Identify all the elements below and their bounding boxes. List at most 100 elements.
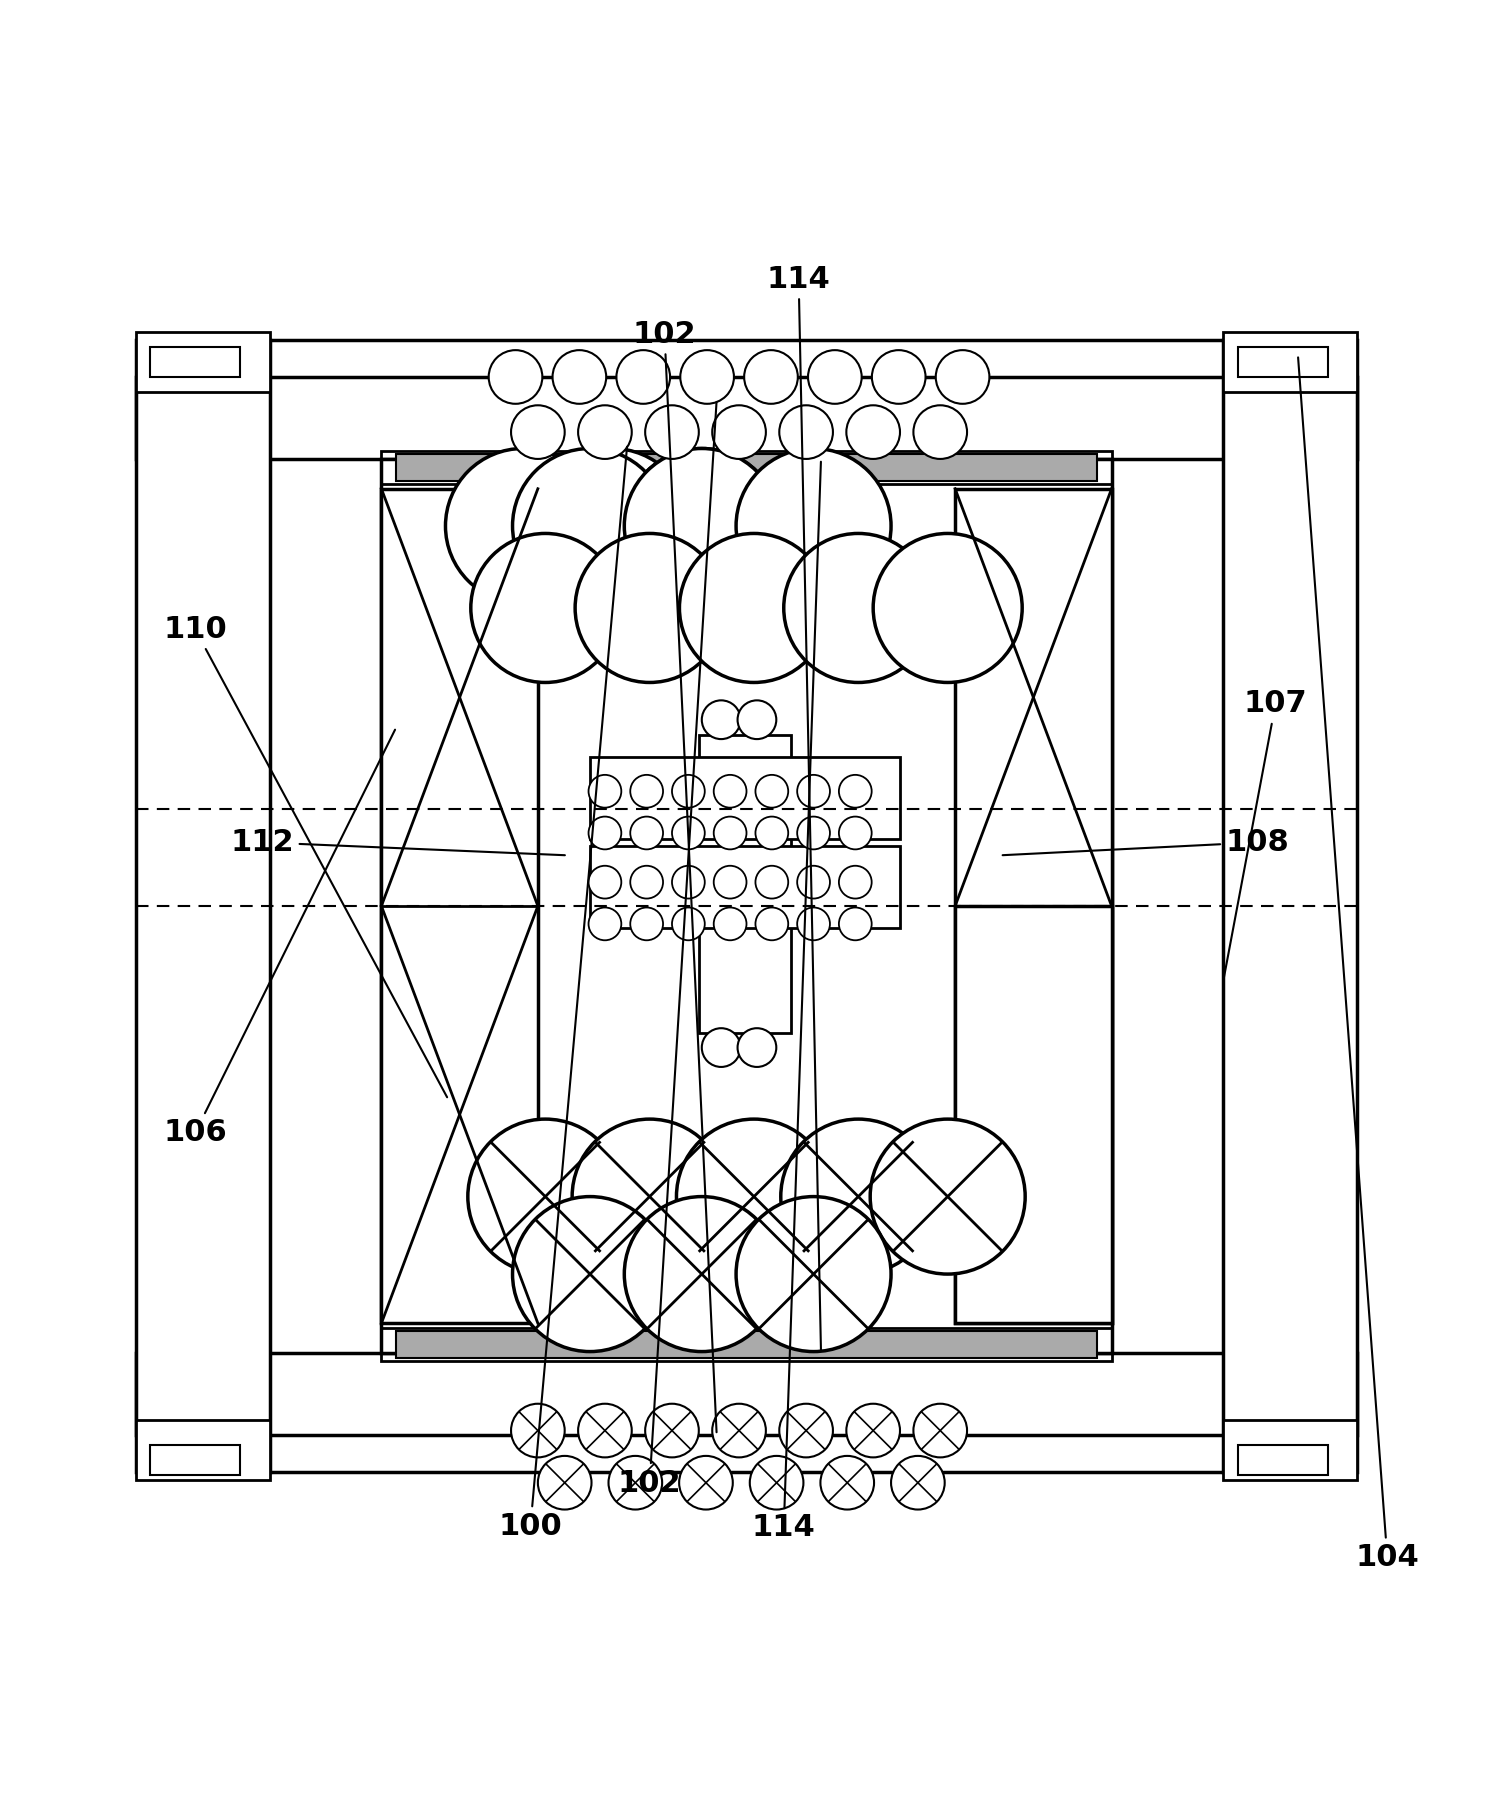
Circle shape — [847, 1404, 900, 1457]
Circle shape — [797, 817, 830, 850]
Circle shape — [712, 1404, 766, 1457]
Circle shape — [755, 817, 788, 850]
Bar — [381, 1328, 1112, 1361]
Bar — [590, 846, 900, 928]
Circle shape — [588, 817, 621, 850]
Bar — [956, 906, 1112, 1323]
Circle shape — [512, 1196, 667, 1352]
Circle shape — [702, 1027, 741, 1067]
Text: 107: 107 — [1224, 689, 1308, 978]
Bar — [1223, 339, 1357, 1473]
Circle shape — [714, 817, 746, 850]
Bar — [196, 339, 1297, 1473]
Bar — [1238, 1446, 1327, 1475]
Bar — [956, 489, 1112, 1323]
Circle shape — [873, 533, 1023, 683]
Circle shape — [779, 406, 833, 458]
Text: 100: 100 — [499, 448, 627, 1540]
Bar — [1223, 332, 1357, 391]
Bar — [151, 348, 240, 377]
Text: 102: 102 — [633, 319, 717, 1431]
Circle shape — [624, 449, 779, 603]
Circle shape — [755, 776, 788, 808]
Circle shape — [672, 817, 705, 850]
Circle shape — [714, 908, 746, 940]
Bar — [381, 489, 537, 1323]
Circle shape — [624, 1196, 779, 1352]
Circle shape — [891, 1455, 945, 1509]
Circle shape — [672, 866, 705, 899]
Circle shape — [914, 1404, 967, 1457]
Circle shape — [672, 776, 705, 808]
Bar — [1223, 1421, 1357, 1480]
Circle shape — [588, 866, 621, 899]
Circle shape — [672, 908, 705, 940]
Circle shape — [537, 1455, 591, 1509]
Circle shape — [914, 406, 967, 458]
Circle shape — [736, 449, 891, 603]
Circle shape — [847, 406, 900, 458]
Circle shape — [779, 1404, 833, 1457]
Circle shape — [470, 533, 620, 683]
Text: 114: 114 — [767, 265, 830, 1350]
Bar — [136, 1354, 1357, 1435]
Circle shape — [712, 406, 766, 458]
Bar — [396, 1330, 1097, 1357]
Bar — [590, 757, 900, 839]
Text: 108: 108 — [1003, 828, 1290, 857]
Circle shape — [512, 449, 667, 603]
Bar — [136, 332, 270, 391]
Text: 114: 114 — [752, 462, 821, 1542]
Bar — [136, 339, 270, 1473]
Circle shape — [839, 817, 872, 850]
Circle shape — [511, 406, 564, 458]
Bar — [381, 451, 1112, 484]
Bar — [136, 1421, 270, 1480]
Text: 104: 104 — [1297, 357, 1420, 1573]
Circle shape — [808, 350, 861, 404]
Circle shape — [936, 350, 990, 404]
Circle shape — [749, 1455, 803, 1509]
Bar — [1238, 348, 1327, 377]
Text: 110: 110 — [163, 614, 446, 1098]
Circle shape — [609, 1455, 663, 1509]
Circle shape — [821, 1455, 873, 1509]
Circle shape — [588, 908, 621, 940]
Circle shape — [578, 406, 632, 458]
Bar — [396, 455, 1097, 482]
Circle shape — [738, 701, 776, 739]
Circle shape — [534, 449, 690, 603]
Circle shape — [784, 533, 933, 683]
Text: 102: 102 — [618, 402, 717, 1499]
Circle shape — [445, 449, 600, 603]
Circle shape — [630, 866, 663, 899]
Circle shape — [781, 1120, 936, 1274]
Circle shape — [630, 908, 663, 940]
Circle shape — [797, 866, 830, 899]
Text: 106: 106 — [163, 730, 396, 1147]
Circle shape — [738, 1027, 776, 1067]
Circle shape — [624, 449, 779, 603]
Bar — [136, 377, 1357, 458]
Circle shape — [736, 1196, 891, 1352]
Circle shape — [572, 1120, 727, 1274]
Circle shape — [744, 350, 797, 404]
Bar — [699, 734, 791, 1033]
Circle shape — [755, 866, 788, 899]
Circle shape — [617, 350, 670, 404]
Circle shape — [797, 776, 830, 808]
Circle shape — [839, 776, 872, 808]
Circle shape — [839, 866, 872, 899]
Circle shape — [575, 533, 724, 683]
Text: 112: 112 — [230, 828, 564, 857]
Circle shape — [488, 350, 542, 404]
Circle shape — [870, 1120, 1026, 1274]
Circle shape — [630, 776, 663, 808]
Circle shape — [676, 1120, 832, 1274]
Circle shape — [645, 1404, 699, 1457]
Circle shape — [511, 1404, 564, 1457]
Circle shape — [839, 908, 872, 940]
Circle shape — [588, 776, 621, 808]
Circle shape — [681, 350, 735, 404]
Circle shape — [702, 701, 741, 739]
